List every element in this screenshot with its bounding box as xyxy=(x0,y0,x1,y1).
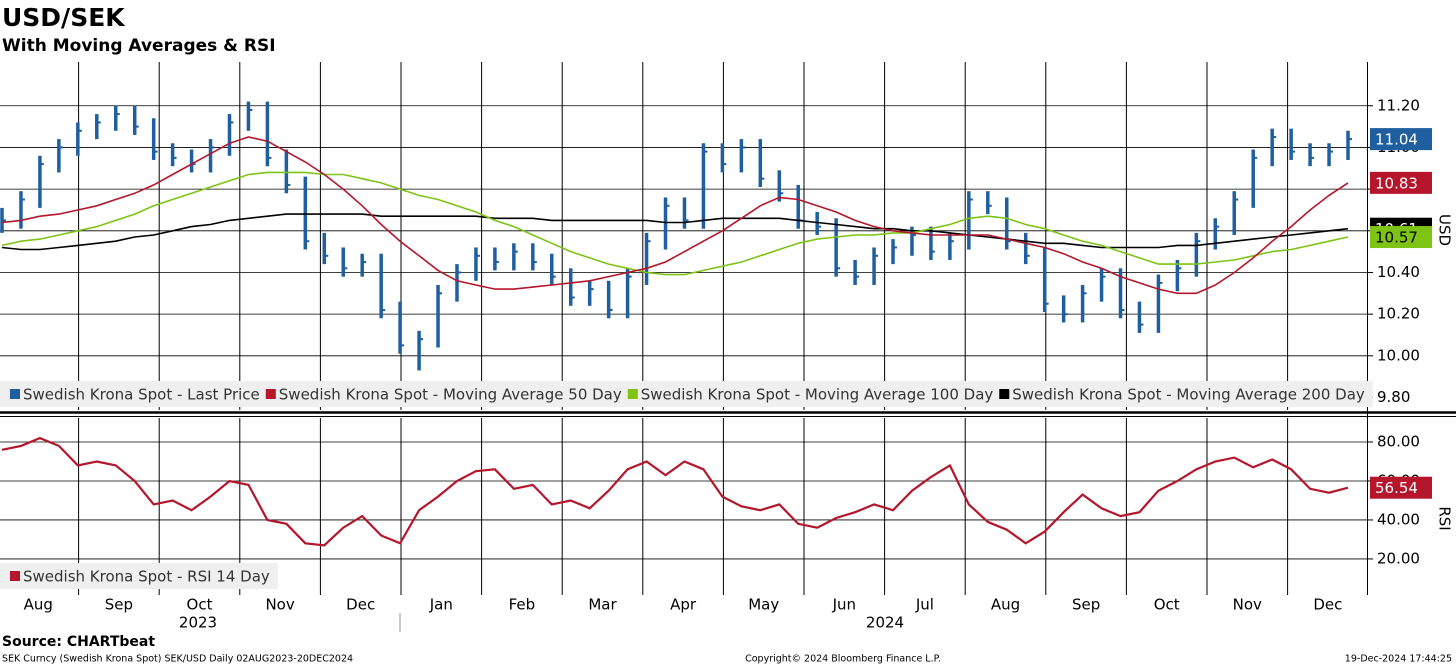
series-line xyxy=(1,436,1349,547)
legend-bg xyxy=(0,381,1373,407)
last-value-box xyxy=(1370,226,1432,249)
last-value-label: 56.54 xyxy=(1375,479,1418,497)
last-value-label: 11.04 xyxy=(1375,131,1418,149)
x-tick-label: Sep xyxy=(1072,596,1100,614)
x-tick-label: Jan xyxy=(429,596,453,614)
legend-label: Swedish Krona Spot - Moving Average 200 … xyxy=(1012,386,1365,404)
legend-label: Swedish Krona Spot - Moving Average 50 D… xyxy=(279,386,622,404)
series-line xyxy=(1,136,1349,295)
last-value-label: 10.57 xyxy=(1375,229,1418,247)
year-label: 2024 xyxy=(866,614,904,632)
chart-subtitle: With Moving Averages & RSI xyxy=(2,36,276,56)
x-tick-label: Jul xyxy=(915,596,934,614)
x-tick-label: Dec xyxy=(1313,596,1342,614)
x-tick-label: Oct xyxy=(1154,596,1180,614)
footer-center: Copyright© 2024 Bloomberg Finance L.P. xyxy=(745,654,941,665)
panel: 9.8010.0010.2010.4010.6010.8011.0011.20U… xyxy=(0,62,1454,410)
series-line xyxy=(1,171,1349,276)
source: Source: CHARTbeat xyxy=(2,634,155,650)
y-tick-label: 10.40 xyxy=(1377,263,1420,281)
x-tick-label: Oct xyxy=(187,596,213,614)
legend-label: Swedish Krona Spot - Moving Average 100 … xyxy=(641,386,994,404)
y-tick-label: 9.80 xyxy=(1377,388,1410,406)
y-tick-label: 11.20 xyxy=(1377,96,1420,114)
x-tick-label: Jun xyxy=(832,596,856,614)
last-value-box xyxy=(1370,128,1432,151)
legend-swatch xyxy=(627,389,638,399)
legend-swatch xyxy=(10,389,20,399)
footer-left: SEK Curncy (Swedish Krona Spot) SEK/USD … xyxy=(2,654,353,665)
y-tick-label: 20.00 xyxy=(1377,549,1420,567)
last-value-label: 10.83 xyxy=(1375,174,1418,192)
legend-swatch xyxy=(265,389,276,399)
y-tick-label: 40.00 xyxy=(1377,510,1420,528)
year-label: 2023 xyxy=(179,614,217,632)
y-tick-label: 80.00 xyxy=(1377,432,1420,450)
x-tick-label: Aug xyxy=(991,596,1020,614)
legend-swatch xyxy=(10,571,20,581)
last-value-box xyxy=(1370,476,1432,499)
chart-title: USD/SEK xyxy=(2,3,126,32)
y-tick-label: 10.00 xyxy=(1377,346,1420,364)
legend-swatch xyxy=(999,389,1010,399)
legend-label: Swedish Krona Spot - Last Price xyxy=(23,386,260,404)
series-line xyxy=(1,213,1349,251)
x-tick-label: Feb xyxy=(509,596,536,614)
x-tick-label: Nov xyxy=(265,596,294,614)
legend-bg xyxy=(0,563,278,589)
x-tick-label: Apr xyxy=(670,596,697,614)
x-tick-label: Sep xyxy=(105,596,133,614)
x-tick-label: Aug xyxy=(24,596,53,614)
last-value-box xyxy=(1370,171,1432,194)
x-tick-label: Mar xyxy=(588,596,617,614)
y-axis-label: RSI xyxy=(1436,506,1454,530)
x-tick-label: Nov xyxy=(1233,596,1262,614)
footer-right: 19-Dec-2024 17:44:25 xyxy=(1345,654,1452,665)
x-tick-label: Dec xyxy=(346,596,375,614)
y-tick-label: 10.20 xyxy=(1377,305,1420,323)
y-axis-label: USD xyxy=(1436,214,1454,246)
legend-label: Swedish Krona Spot - RSI 14 Day xyxy=(23,568,270,586)
x-tick-label: May xyxy=(748,596,779,614)
